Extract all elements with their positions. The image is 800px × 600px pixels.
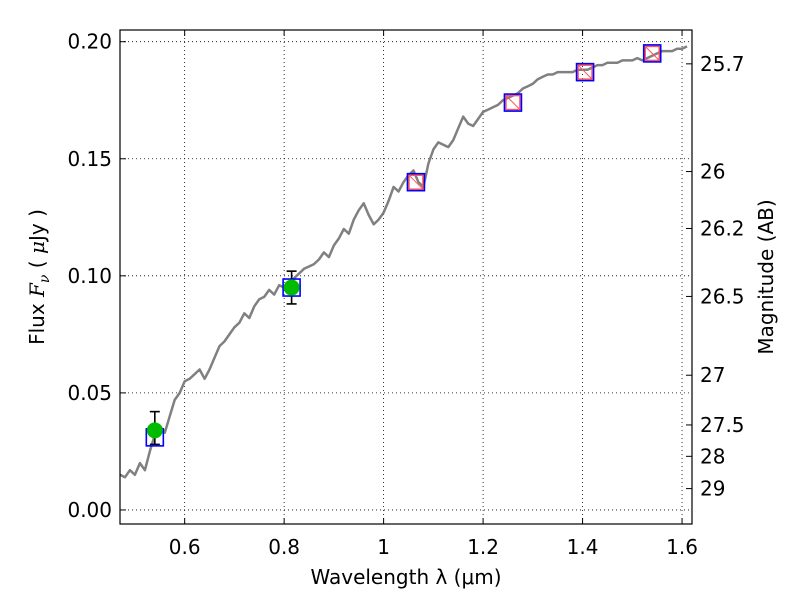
mag-tick-label: 26.5	[700, 284, 745, 308]
model-box	[406, 172, 426, 192]
x-axis-title: Wavelength λ (μm)	[310, 565, 501, 589]
point-layer	[146, 279, 300, 439]
observed-box	[644, 45, 660, 62]
mag-tick-label: 27.5	[700, 413, 745, 437]
observed-box	[505, 94, 521, 111]
y-label-prefix: Flux	[25, 297, 49, 345]
observed-point	[283, 279, 300, 296]
y-label-unit: Jy )	[25, 209, 49, 243]
mag-tick-label: 29	[700, 477, 725, 501]
x-tick-label: 1.4	[567, 535, 599, 559]
x-tick-label: 0.6	[169, 535, 201, 559]
mag-tick-label: 27	[700, 363, 725, 387]
x-tick-label: 0.8	[268, 535, 300, 559]
box-layer	[145, 44, 662, 447]
x-tick-label: 1	[377, 535, 390, 559]
model-box	[282, 278, 301, 297]
observed-box-diagonal	[644, 46, 660, 61]
mag-tick-label: 28	[700, 444, 725, 468]
y-tick-label: 0.15	[67, 147, 112, 171]
y-tick-label: 0.20	[67, 30, 112, 54]
observed-point	[146, 422, 163, 439]
y-tick-label: 0.00	[67, 498, 112, 522]
mag-tick-label: 26.2	[700, 216, 745, 240]
tick-layer: 0.6 0.8 1 1.2 1.4 1.6 0.00 0.05 0.10 0.15 0.20 25.7…	[67, 30, 744, 559]
y-tick-label: 0.05	[67, 381, 112, 405]
errorbar-layer	[149, 270, 297, 446]
y-label-symbol: F	[25, 282, 49, 298]
x-tick-label: 1.6	[666, 535, 698, 559]
observed-box-diagonal	[505, 95, 521, 110]
model-box	[503, 93, 523, 112]
y-label-open: (	[25, 254, 49, 275]
observed-box	[408, 174, 424, 190]
y-label-subscript: ν	[37, 274, 53, 283]
mag-tick-label: 25.7	[700, 52, 745, 76]
model-box	[642, 44, 662, 63]
y-axis-title-right: Magnitude (AB)	[754, 199, 778, 354]
x-tick-label: 1.2	[467, 535, 499, 559]
spectrum-line	[119, 45, 688, 479]
plot-frame	[119, 29, 693, 525]
model-box	[575, 62, 595, 82]
observed-box	[577, 64, 593, 80]
y-tick-label: 0.10	[67, 264, 112, 288]
grid-layer	[120, 30, 692, 524]
y-axis-title-left: Flux Fν ( μJy )	[25, 209, 53, 345]
observed-box-diagonal	[577, 64, 593, 80]
spectrum-layer	[119, 45, 688, 479]
mag-tick-label: 26	[700, 160, 725, 184]
observed-box-diagonal	[408, 174, 424, 190]
y-label-mu: μ	[25, 241, 49, 254]
